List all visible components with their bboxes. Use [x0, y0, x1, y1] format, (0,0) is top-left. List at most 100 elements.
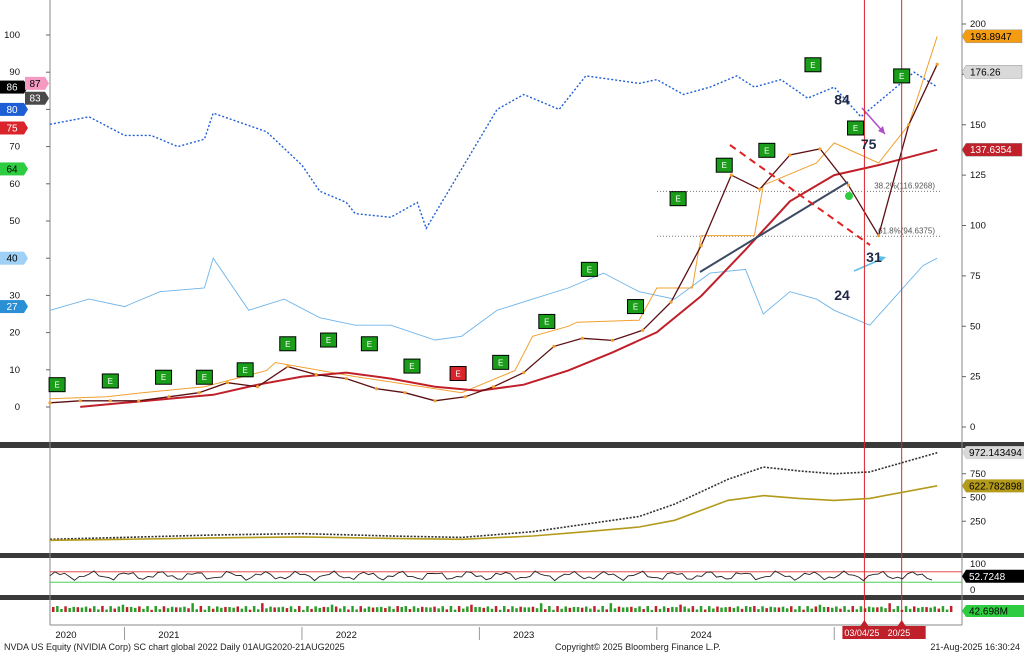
volume-bar — [486, 606, 490, 612]
price-dot — [522, 370, 526, 375]
volume-bar — [138, 606, 141, 612]
price-dot — [699, 244, 703, 248]
volume-bar — [613, 608, 617, 612]
volume-bar — [831, 607, 834, 612]
volume-bar — [191, 603, 194, 612]
volume-bar — [88, 608, 92, 612]
volume-bar — [240, 608, 244, 612]
volume-bar — [691, 606, 695, 612]
volume-bar — [785, 608, 789, 612]
rsi-low-line — [49, 257, 938, 341]
volume-bar — [872, 607, 875, 612]
earnings-marker-label: E — [853, 124, 858, 133]
volume-bar — [781, 606, 785, 612]
volume-bar — [597, 609, 600, 612]
panel3-tick-label: 0 — [970, 585, 975, 596]
volume-bar — [929, 607, 932, 612]
earnings-marker — [101, 373, 119, 389]
volume-bar — [322, 606, 326, 612]
volume-bar — [416, 608, 420, 612]
vertical-date-markers — [863, 0, 903, 627]
volume-bar — [720, 607, 723, 612]
volume-bar — [921, 606, 924, 612]
left-tag-box — [0, 121, 24, 135]
earnings-marker — [449, 366, 467, 382]
date-marker-label: 03/04/25 — [844, 628, 879, 638]
panel-separator-3 — [0, 595, 1024, 600]
panel2-tag-value: 622.782898 — [969, 481, 1022, 492]
volume-bar — [621, 607, 625, 612]
earnings-marker — [195, 369, 213, 385]
volume-bar — [187, 608, 190, 612]
price-dot — [907, 123, 911, 127]
volume-bar — [355, 609, 358, 612]
annotation-label: 31 — [866, 249, 882, 265]
volume-bar — [724, 607, 727, 612]
volume-bar — [339, 608, 342, 612]
volume-bar — [601, 606, 604, 612]
volume-bar — [703, 609, 707, 612]
volume-bar — [371, 607, 375, 612]
earnings-marker — [236, 362, 254, 378]
volume-bar — [380, 606, 383, 612]
right-tag-value: 176.26 — [970, 67, 1001, 78]
volume-bar — [896, 606, 900, 612]
right-tick-label: 200 — [970, 19, 986, 30]
earnings-marker — [627, 299, 645, 315]
volume-bar — [642, 609, 645, 612]
volume-bar — [113, 608, 116, 612]
volume-bar — [617, 606, 621, 612]
volume-bar — [863, 608, 867, 612]
volume-bar — [257, 609, 260, 612]
panel2-gold-line — [49, 485, 938, 542]
price-dot — [286, 364, 290, 369]
right-tick-label: 150 — [970, 120, 986, 131]
left-tick-label: 90 — [9, 67, 20, 78]
earnings-marker — [893, 68, 911, 84]
volume-bar — [101, 606, 104, 612]
volume-bar — [425, 607, 428, 612]
volume-bar — [679, 604, 682, 612]
volume-bar — [199, 606, 203, 612]
earnings-marker — [279, 336, 297, 352]
price-dot — [641, 328, 645, 332]
volume-bar — [515, 608, 518, 612]
volume-bar — [749, 606, 752, 612]
panel-2: 250 500 750 972.143494 622.782898 — [49, 446, 1024, 542]
price-dot — [374, 387, 379, 391]
left-tag-box — [0, 251, 24, 265]
volume-bar — [937, 608, 941, 612]
left-tick-label: 100 — [4, 30, 20, 41]
volume-bar — [765, 608, 768, 612]
volume-bar — [298, 606, 301, 612]
earnings-marker — [360, 336, 378, 352]
earnings-marker-label: E — [498, 358, 503, 367]
earnings-marker — [492, 354, 510, 370]
price-dot — [788, 153, 792, 157]
volume-bar — [412, 606, 416, 612]
volume-bar — [572, 606, 576, 612]
price-dot — [344, 377, 348, 381]
volume-bar — [900, 609, 904, 612]
volume-bar — [392, 608, 395, 612]
panel4-tag-value: 42.698M — [969, 607, 1008, 618]
price-dot — [610, 338, 615, 342]
volume-bar — [917, 607, 920, 612]
x-axis: 2020 2021 2022 2023 2024 — [55, 627, 835, 641]
price-dot — [78, 399, 82, 403]
left-tag-value: 86 — [6, 83, 18, 94]
volume-bar — [289, 606, 293, 612]
volume-bar — [605, 609, 608, 612]
volume-bar — [52, 607, 55, 612]
annotation-arrow-31 — [853, 257, 885, 272]
volume-bar — [302, 609, 305, 612]
earnings-marker-label: E — [899, 72, 904, 81]
earnings-marker — [48, 377, 66, 393]
right-tick-label: 0 — [970, 422, 975, 433]
volume-bar — [945, 609, 949, 612]
volume-bar — [822, 607, 826, 612]
left-tag-box — [25, 76, 45, 90]
volume-bar — [712, 608, 715, 612]
volume-bar — [433, 606, 436, 612]
volume-bar — [634, 608, 637, 612]
